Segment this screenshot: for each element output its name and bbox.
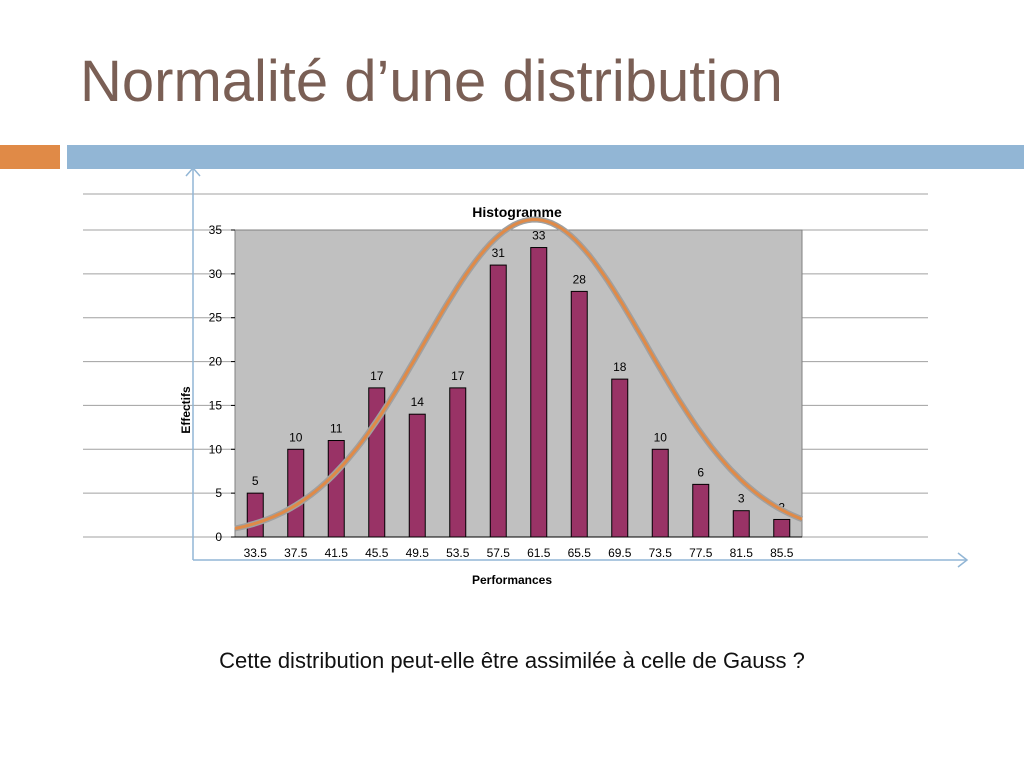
y-tick-label: 10 [209, 442, 223, 456]
x-tick-label: 37.5 [284, 546, 308, 560]
data-label: 18 [613, 360, 627, 374]
bar [773, 518, 791, 538]
data-label: 11 [330, 422, 343, 436]
accent-bar-orange [0, 145, 60, 169]
y-tick-label: 35 [209, 223, 223, 237]
x-tick-label: 41.5 [325, 546, 349, 560]
x-tick-label: 57.5 [487, 546, 511, 560]
x-axis-label: Performances [472, 573, 552, 587]
data-label: 33 [532, 229, 546, 243]
data-label: 3 [738, 492, 745, 506]
bar [611, 378, 629, 538]
data-label: 10 [654, 430, 668, 444]
data-label: 14 [411, 395, 425, 409]
bar [651, 448, 669, 538]
y-tick-labels: 0 5 10 15 20 25 30 35 [209, 223, 235, 544]
bars [246, 247, 791, 538]
x-tick-label: 45.5 [365, 546, 389, 560]
bar [530, 247, 548, 538]
normal-curve-line [234, 218, 803, 530]
bar [408, 413, 426, 538]
x-tick-label: 53.5 [446, 546, 470, 560]
y-tick-label: 15 [209, 398, 223, 412]
bar [449, 387, 467, 538]
x-tick-label: 49.5 [406, 546, 430, 560]
slide-title: Normalité d’une distribution [80, 49, 783, 114]
x-tick-label: 61.5 [527, 546, 551, 560]
y-tick-label: 30 [209, 267, 223, 281]
arrow-head-right [957, 552, 969, 568]
bar [732, 510, 750, 538]
data-label: 28 [573, 272, 587, 286]
bar [489, 264, 507, 538]
arrow-head-up [185, 166, 201, 177]
data-label: 31 [492, 246, 506, 260]
normal-curve [234, 216, 804, 532]
chart-title: Histogramme [472, 204, 562, 220]
x-tick-labels: 33.5 37.5 41.5 45.5 49.5 53.5 57.5 61.5 65.5 69.5… [235, 536, 802, 560]
bar [327, 440, 345, 538]
axis-arrows [185, 166, 969, 568]
slide-caption: Cette distribution peut-elle être assimi… [219, 648, 805, 673]
x-tick-label: 69.5 [608, 546, 632, 560]
x-tick-label: 65.5 [568, 546, 592, 560]
y-axis-label: Effectifs [179, 386, 193, 434]
data-label: 17 [370, 369, 384, 383]
x-tick-label: 81.5 [730, 546, 754, 560]
data-label: 5 [252, 474, 259, 488]
bar [570, 290, 588, 538]
data-label: 6 [697, 465, 704, 479]
x-tick-label: 85.5 [770, 546, 794, 560]
bar [692, 483, 710, 538]
bar [287, 448, 305, 538]
bar [246, 492, 264, 538]
y-tick-label: 25 [209, 311, 223, 325]
x-tick-label: 33.5 [244, 546, 268, 560]
x-tick-label: 77.5 [689, 546, 713, 560]
x-tick-label: 73.5 [649, 546, 673, 560]
accent-bar-blue [67, 145, 1024, 169]
y-tick-label: 5 [215, 486, 222, 500]
y-tick-label: 0 [215, 530, 222, 544]
y-tick-label: 20 [209, 355, 223, 369]
data-label: 17 [451, 369, 465, 383]
data-label: 10 [289, 430, 303, 444]
